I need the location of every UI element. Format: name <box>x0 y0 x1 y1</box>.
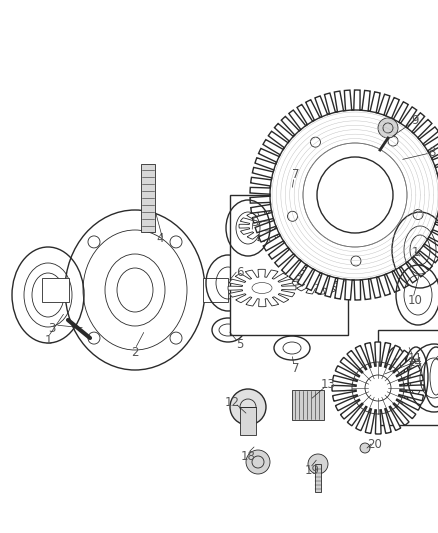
Bar <box>230 195 348 335</box>
Text: 7: 7 <box>292 168 300 182</box>
Text: 6: 6 <box>236 265 244 279</box>
Polygon shape <box>239 211 295 241</box>
Polygon shape <box>294 213 342 239</box>
Bar <box>292 390 324 420</box>
Circle shape <box>378 118 398 138</box>
Polygon shape <box>250 90 438 300</box>
Text: 19: 19 <box>304 464 319 477</box>
Polygon shape <box>332 342 424 434</box>
Bar <box>203 278 228 302</box>
Text: 4: 4 <box>156 231 164 245</box>
Text: 12: 12 <box>225 395 240 408</box>
Bar <box>141 164 155 232</box>
Text: 2: 2 <box>131 345 139 359</box>
Bar <box>240 407 256 435</box>
Text: 10: 10 <box>408 294 422 306</box>
Text: 5: 5 <box>251 215 259 229</box>
Text: 1: 1 <box>411 246 419 259</box>
Polygon shape <box>292 265 344 294</box>
Bar <box>315 464 321 492</box>
Circle shape <box>308 454 328 474</box>
Text: 1: 1 <box>44 334 52 346</box>
Bar <box>42 278 69 302</box>
Text: 13: 13 <box>321 378 336 392</box>
Circle shape <box>360 443 370 453</box>
Text: 8: 8 <box>428 146 436 158</box>
Text: 14: 14 <box>407 356 423 368</box>
Text: 9: 9 <box>411 114 419 126</box>
Text: 7: 7 <box>292 361 300 375</box>
Text: 5: 5 <box>237 337 244 351</box>
Circle shape <box>230 389 266 425</box>
Text: 20: 20 <box>367 438 382 450</box>
Polygon shape <box>228 269 296 306</box>
Bar <box>378 330 438 425</box>
Circle shape <box>246 450 270 474</box>
Text: 11: 11 <box>407 351 423 365</box>
Text: 3: 3 <box>48 321 56 335</box>
Text: 18: 18 <box>240 449 255 463</box>
